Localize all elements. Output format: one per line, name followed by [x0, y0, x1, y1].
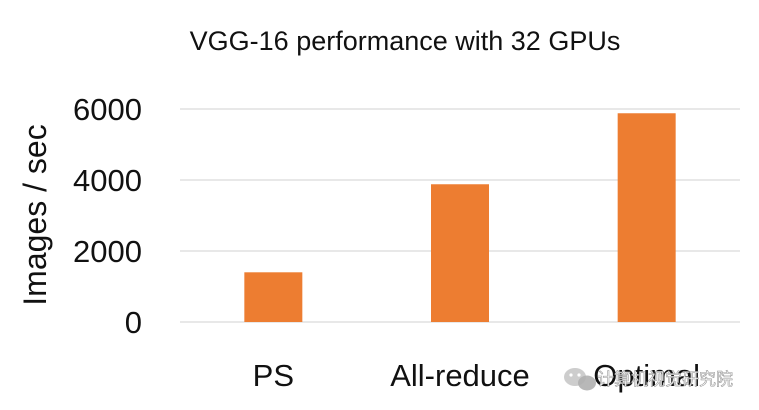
x-axis-ticks: PS All-reduce Optimal	[253, 358, 700, 393]
watermark-text: 计算机视觉研究院	[597, 370, 733, 389]
x-tick-label: All-reduce	[390, 358, 530, 393]
bar-ps	[244, 272, 303, 322]
bar-all-reduce	[431, 184, 489, 322]
y-tick-label: 2000	[73, 234, 142, 269]
y-axis-ticks: 0 2000 4000 6000	[73, 92, 142, 340]
x-tick-label: Optimal	[593, 358, 700, 393]
x-tick-label: PS	[253, 358, 294, 393]
chart-title: VGG-16 performance with 32 GPUs	[190, 26, 621, 56]
y-tick-label: 6000	[73, 92, 142, 127]
bar-optimal	[617, 113, 676, 322]
wechat-icon	[564, 368, 596, 391]
y-tick-label: 4000	[73, 163, 142, 198]
bars	[244, 113, 676, 322]
y-axis-label: Images / sec	[17, 124, 53, 305]
y-tick-label: 0	[125, 305, 142, 340]
watermark: 计算机视觉研究院	[564, 368, 733, 391]
